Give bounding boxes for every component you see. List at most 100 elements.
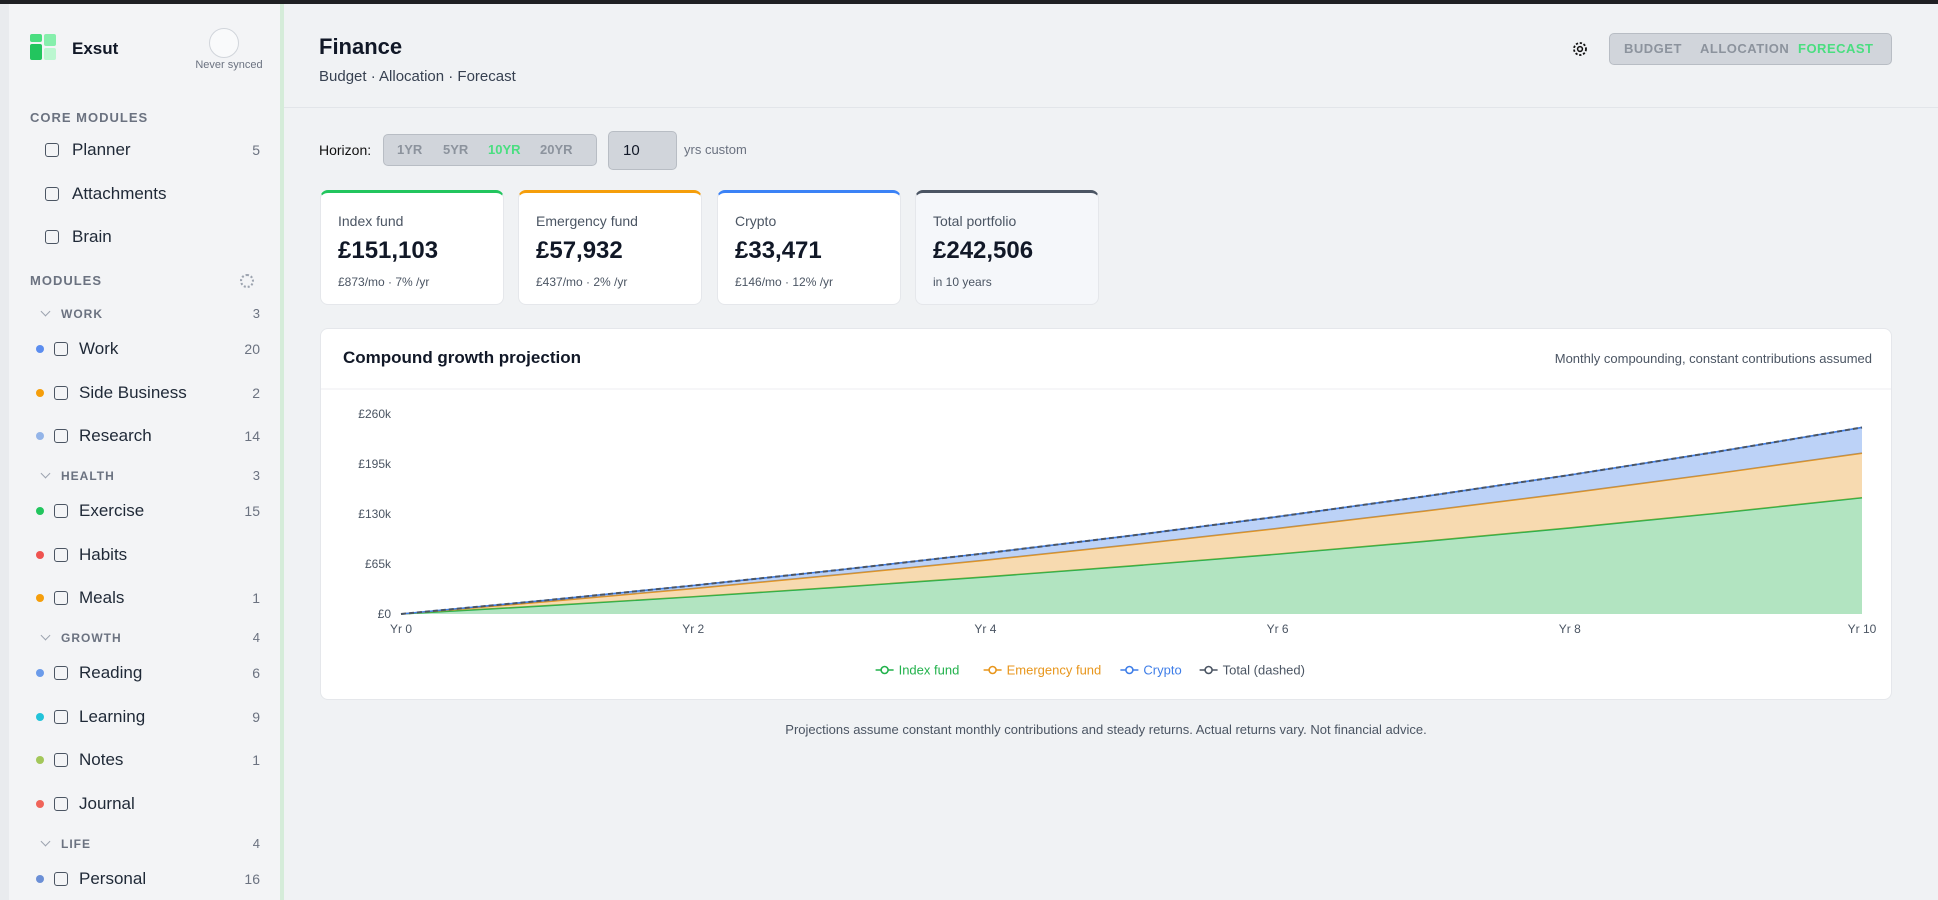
nav-item[interactable]: Meals — [79, 588, 125, 607]
tab[interactable]: BUDGET — [1624, 41, 1682, 56]
section-heading: MODULES — [30, 273, 102, 288]
page-subtitle: Budget · Allocation · Forecast — [319, 68, 516, 85]
y-tick-label: £65k — [365, 557, 392, 571]
count: 9 — [252, 708, 260, 725]
logo — [30, 34, 56, 60]
x-tick-label: Yr 4 — [974, 622, 996, 636]
chart-note: Monthly compounding, constant contributi… — [1555, 351, 1872, 366]
chevron — [40, 630, 51, 641]
stat-card: Total portfolio £242,506 in 10 years — [915, 190, 1099, 305]
nav-item[interactable]: Work — [79, 339, 119, 358]
status-dot — [36, 594, 44, 602]
icon — [54, 429, 68, 443]
x-tick-label: Yr 0 — [390, 622, 412, 636]
count: 4 — [252, 630, 260, 645]
sidebar: Exsut Never synced CORE MODULES Planner 5 Att… — [0, 4, 284, 900]
nav-item[interactable]: Habits — [79, 544, 128, 564]
count: 15 — [244, 503, 260, 519]
count: 14 — [244, 428, 260, 444]
nav-item[interactable]: Research — [79, 426, 152, 445]
count: 3 — [252, 306, 260, 321]
tab[interactable]: ALLOCATION — [1700, 41, 1790, 56]
legend-marker — [988, 665, 997, 675]
nav-item[interactable]: Brain — [72, 227, 112, 246]
card-value: £33,471 — [735, 237, 822, 264]
area — [401, 497, 1862, 614]
area-line — [400, 452, 1863, 615]
nav-item[interactable]: Reading — [79, 663, 143, 682]
logo-part — [44, 48, 56, 60]
group-heading[interactable]: LIFE — [61, 836, 91, 851]
horizon-option[interactable]: 10YR — [488, 142, 521, 157]
count: 16 — [244, 870, 260, 887]
modules-settings[interactable] — [240, 274, 254, 288]
count: 1 — [252, 590, 260, 606]
brand: Exsut — [72, 39, 119, 58]
chevron — [40, 468, 51, 479]
nav-item[interactable]: Learning — [79, 706, 146, 726]
sync-button[interactable] — [209, 28, 239, 58]
count: 3 — [252, 468, 260, 483]
nav-item[interactable]: Exercise — [79, 501, 145, 520]
count: 4 — [252, 835, 260, 851]
status-dot — [36, 756, 44, 764]
icon — [54, 709, 68, 724]
nav-item[interactable]: Notes — [79, 750, 124, 769]
card-label: Crypto — [735, 213, 777, 229]
top-bar — [0, 0, 1938, 4]
count: 5 — [252, 142, 260, 158]
icon — [45, 230, 59, 244]
nav-item[interactable]: Personal — [79, 868, 147, 888]
page-title: Finance — [319, 34, 403, 59]
icon — [54, 871, 68, 886]
legend-marker — [1125, 665, 1134, 675]
status-dot — [36, 799, 44, 808]
icon — [54, 547, 68, 562]
custom-input[interactable]: 10 — [608, 131, 677, 170]
settings-icon[interactable] — [1571, 40, 1589, 58]
icon — [54, 753, 68, 767]
nav-item[interactable]: Journal — [79, 793, 135, 813]
status-dot — [36, 507, 44, 515]
icon — [54, 385, 68, 400]
horizon-option[interactable]: 5YR — [443, 142, 469, 157]
nav-item[interactable]: Attachments — [72, 183, 167, 203]
group-heading[interactable]: WORK — [61, 307, 103, 321]
icon — [54, 666, 68, 680]
horizon-option[interactable]: 1YR — [397, 142, 423, 157]
y-tick-label: £130k — [358, 507, 392, 521]
nav-item[interactable]: Side Business — [79, 382, 187, 402]
x-tick-label: Yr 2 — [682, 622, 704, 636]
logo-part — [44, 34, 56, 46]
group-heading[interactable]: HEALTH — [61, 469, 115, 483]
icon — [54, 504, 68, 518]
card-value: £57,932 — [536, 237, 623, 264]
card-detail: £437/mo · 2% /yr — [536, 275, 628, 289]
card-detail: £873/mo · 7% /yr — [338, 275, 430, 289]
tab[interactable]: FORECAST — [1798, 41, 1874, 56]
count: 2 — [252, 384, 260, 401]
horizon-options: 1YR 5YR 10YR 20YR — [383, 134, 597, 166]
legend-label: Crypto — [1143, 663, 1181, 678]
status-dot — [36, 550, 44, 559]
legend-marker — [880, 665, 889, 675]
area-line — [400, 496, 1863, 615]
status-dot — [36, 388, 44, 397]
horizon-option[interactable]: 20YR — [540, 142, 573, 157]
card-label: Emergency fund — [536, 213, 638, 229]
chevron — [40, 836, 51, 846]
status-dot — [36, 669, 44, 677]
count: 6 — [252, 665, 260, 681]
icon — [45, 186, 59, 201]
group-heading[interactable]: GROWTH — [61, 631, 122, 645]
card-label: Total portfolio — [933, 213, 1017, 229]
status-dot — [36, 712, 44, 721]
logo-part — [30, 44, 42, 60]
section-heading: CORE MODULES — [30, 110, 149, 125]
icon — [54, 342, 68, 356]
stat-card: Index fund £151,103 £873/mo · 7% /yr — [320, 190, 504, 305]
total-line — [400, 426, 1863, 615]
icon — [54, 796, 68, 811]
nav-item[interactable]: Planner — [72, 140, 131, 159]
